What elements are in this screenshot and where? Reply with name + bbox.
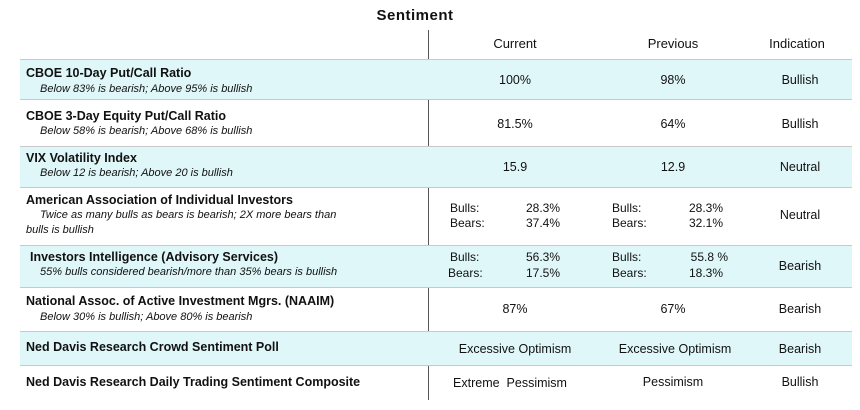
indication-value: Bearish (778, 259, 822, 273)
current-bears-label: Bears: (450, 216, 485, 230)
row-description: Below 30% is bullish; Above 80% is beari… (40, 311, 253, 323)
table-row-ndr-crowd-poll: Ned Davis Research Crowd Sentiment Poll … (20, 332, 852, 366)
table-row-aaii: American Association of Individual Inves… (20, 188, 852, 246)
indication-value: Bearish (778, 302, 822, 316)
current-bulls-value: 28.3% (525, 201, 560, 215)
current-bears-value: 37.4% (525, 216, 560, 230)
previous-value: Excessive Optimism (618, 342, 732, 356)
indication-value: Bullish (781, 375, 819, 389)
indication-value: Neutral (779, 208, 821, 222)
table-row-put-call-10day: CBOE 10-Day Put/Call Ratio Below 83% is … (20, 59, 852, 100)
previous-value: Pessimism (642, 375, 704, 389)
header-current: Current (493, 36, 537, 51)
table-row-vix: VIX Volatility Index Below 12 is bearish… (20, 147, 852, 188)
previous-value: 67% (660, 302, 686, 316)
row-description-continued: bulls is bullish (26, 224, 94, 236)
row-name: American Association of Individual Inves… (26, 193, 293, 207)
row-description: Below 58% is bearish; Above 68% is bulli… (40, 125, 253, 137)
row-name: Ned Davis Research Crowd Sentiment Poll (26, 340, 279, 354)
previous-bears-label: Bears: (612, 266, 647, 280)
row-description: Below 12 is bearish; Above 20 is bullish (40, 167, 233, 179)
current-value: 81.5% (497, 117, 533, 131)
row-name: VIX Volatility Index (26, 151, 137, 165)
current-value: Excessive Optimism (458, 342, 572, 356)
page-title: Sentiment (376, 7, 454, 24)
current-bears-label: Bears: (448, 266, 483, 280)
header-previous: Previous (647, 36, 699, 51)
row-description: Twice as many bulls as bears is bearish;… (40, 209, 337, 221)
current-value: Extreme Pessimism (453, 376, 567, 390)
row-name: Ned Davis Research Daily Trading Sentime… (26, 375, 361, 389)
indication-value: Bullish (781, 73, 819, 87)
previous-value: 12.9 (660, 160, 686, 174)
current-value: 87% (502, 302, 528, 316)
current-value: 100% (499, 73, 531, 87)
current-bulls-value: 56.3% (525, 250, 560, 264)
row-name: Investors Intelligence (Advisory Service… (30, 250, 279, 264)
row-name: National Assoc. of Active Investment Mgr… (26, 294, 335, 308)
column-divider (428, 30, 429, 400)
current-bears-value: 17.5% (525, 266, 560, 280)
indication-value: Bearish (778, 342, 822, 356)
indication-value: Neutral (779, 160, 821, 174)
previous-bears-value: 18.3% (688, 266, 723, 280)
table-row-naaim: National Assoc. of Active Investment Mgr… (20, 288, 852, 332)
previous-bulls-value: 28.3% (688, 201, 723, 215)
previous-value: 98% (660, 73, 686, 87)
current-bulls-label: Bulls: (450, 201, 480, 215)
header-indication: Indication (769, 36, 825, 51)
indication-value: Bullish (781, 117, 819, 131)
table-row-investors-intelligence: Investors Intelligence (Advisory Service… (20, 246, 852, 288)
previous-bears-label: Bears: (612, 216, 647, 230)
previous-value: 64% (660, 117, 686, 131)
previous-bulls-value: 55.8 % (690, 250, 728, 264)
current-bulls-label: Bulls: (450, 250, 480, 264)
previous-bulls-label: Bulls: (612, 201, 642, 215)
table-row-ndr-daily-composite: Ned Davis Research Daily Trading Sentime… (20, 366, 852, 400)
current-value: 15.9 (502, 160, 528, 174)
previous-bears-value: 32.1% (688, 216, 723, 230)
row-description: 55% bulls considered bearish/more than 3… (40, 266, 338, 278)
row-description: Below 83% is bearish; Above 95% is bulli… (40, 83, 253, 95)
row-name: CBOE 10-Day Put/Call Ratio (26, 66, 192, 80)
previous-bulls-label: Bulls: (612, 250, 642, 264)
row-name: CBOE 3-Day Equity Put/Call Ratio (26, 109, 227, 123)
table-row-equity-put-call-3day: CBOE 3-Day Equity Put/Call Ratio Below 5… (20, 100, 852, 147)
